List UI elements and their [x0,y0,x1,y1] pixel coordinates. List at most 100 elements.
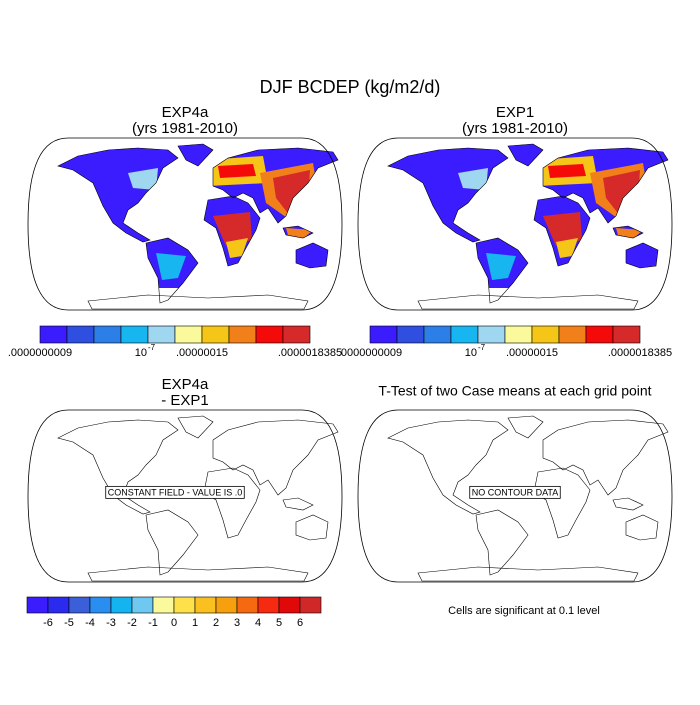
coastline [417,294,639,310]
map [27,137,343,311]
colorbar-box [152,596,175,614]
colorbar-label: 10 [135,347,147,359]
colorbar-label: 10 [465,347,477,359]
coastline [57,419,179,515]
coastline [87,294,309,310]
field-patch [458,168,488,190]
colorbar-label: 1 [192,617,198,629]
colorbar-box [68,596,91,614]
colorbar-box [228,325,257,344]
colorbar-label: 0 [171,617,177,629]
colorbar-box [147,325,176,344]
coastline [295,242,329,269]
panel-title: (yrs 1981-2010) [132,120,238,137]
map: NO CONTOUR DATA [357,409,673,583]
coastline [177,143,214,167]
map [357,137,673,311]
colorbar-label: .0000000009 [8,347,72,359]
colorbar-label: -3 [106,617,116,629]
map: CONSTANT FIELD - VALUE IS .0 [27,409,343,583]
colorbar-box [612,325,641,344]
coastline [145,509,199,576]
colorbar-box [194,596,217,614]
coastline [87,566,309,582]
colorbar-box [47,596,70,614]
map-outline [27,137,343,311]
colorbar-label: 5 [276,617,282,629]
coastline [475,237,529,304]
colorbar-box [257,596,280,614]
field-patch [556,238,578,258]
colorbar-box [131,596,154,614]
colorbar-box [477,325,506,344]
coastline [177,415,214,439]
colorbar-label: -1 [148,617,158,629]
colorbar-box [396,325,425,344]
coastline [295,514,329,541]
field-patch [548,164,586,178]
note: Cells are significant at 0.1 level [448,605,600,617]
coastline [542,147,669,224]
coastline [212,419,339,496]
colorbar-box [369,325,398,344]
field-patch [486,253,516,280]
coastline [475,509,529,576]
figure-title: DJF BCDEP (kg/m2/d) [260,77,441,97]
field-patch [543,212,582,246]
map-outline [357,409,673,583]
colorbar-box [236,596,259,614]
colorbar-box [110,596,133,614]
map-outline [27,409,343,583]
field-patch [226,238,248,258]
colorbar-label: .0000018385 [608,347,672,359]
colorbar-box [450,325,479,344]
colorbar-box [531,325,560,344]
colorbar-label: .00000015 [506,347,558,359]
colorbar-box [39,325,68,344]
colorbar-label-exponent: -7 [478,343,486,352]
colorbar-box [585,325,614,344]
colorbar-label-exponent: -7 [148,343,156,352]
coastline [507,143,544,167]
coastline [612,225,644,239]
field-patch [213,212,252,246]
coastline [625,514,659,541]
colorbar-label: -4 [85,617,95,629]
colorbar-box [278,596,301,614]
colorbar-label: 4 [255,617,261,629]
colorbar-box [201,325,230,344]
coastline [212,147,339,224]
colorbar-box [93,325,122,344]
panel-title: EXP4a [162,376,209,393]
coastline [203,195,261,267]
colorbar-box [89,596,112,614]
coastline [625,242,659,269]
field-patch [616,228,643,238]
colorbar-box [173,596,196,614]
colorbar-label: -2 [127,617,137,629]
colorbar-box [558,325,587,344]
colorbar-label: -5 [64,617,74,629]
colorbar-box [66,325,95,344]
field-patch [156,253,186,280]
coastline [282,225,314,239]
colorbar-label: .0000000009 [338,347,402,359]
field-patch [286,228,313,238]
panel-title: - EXP1 [161,392,209,409]
annotation-box [469,485,561,499]
colorbar-label: .00000015 [176,347,228,359]
colorbar-label: -6 [43,617,53,629]
annotation-box [105,485,245,499]
colorbar-box [26,596,49,614]
colorbar-label: 3 [234,617,240,629]
annotation: CONSTANT FIELD - VALUE IS .0 [108,487,243,497]
coastline [145,237,199,304]
colorbar-box [255,325,284,344]
panel-title: EXP1 [496,104,534,121]
coastline [387,419,509,515]
coastline [282,497,314,511]
coastline [387,147,509,243]
annotation: NO CONTOUR DATA [472,487,559,497]
